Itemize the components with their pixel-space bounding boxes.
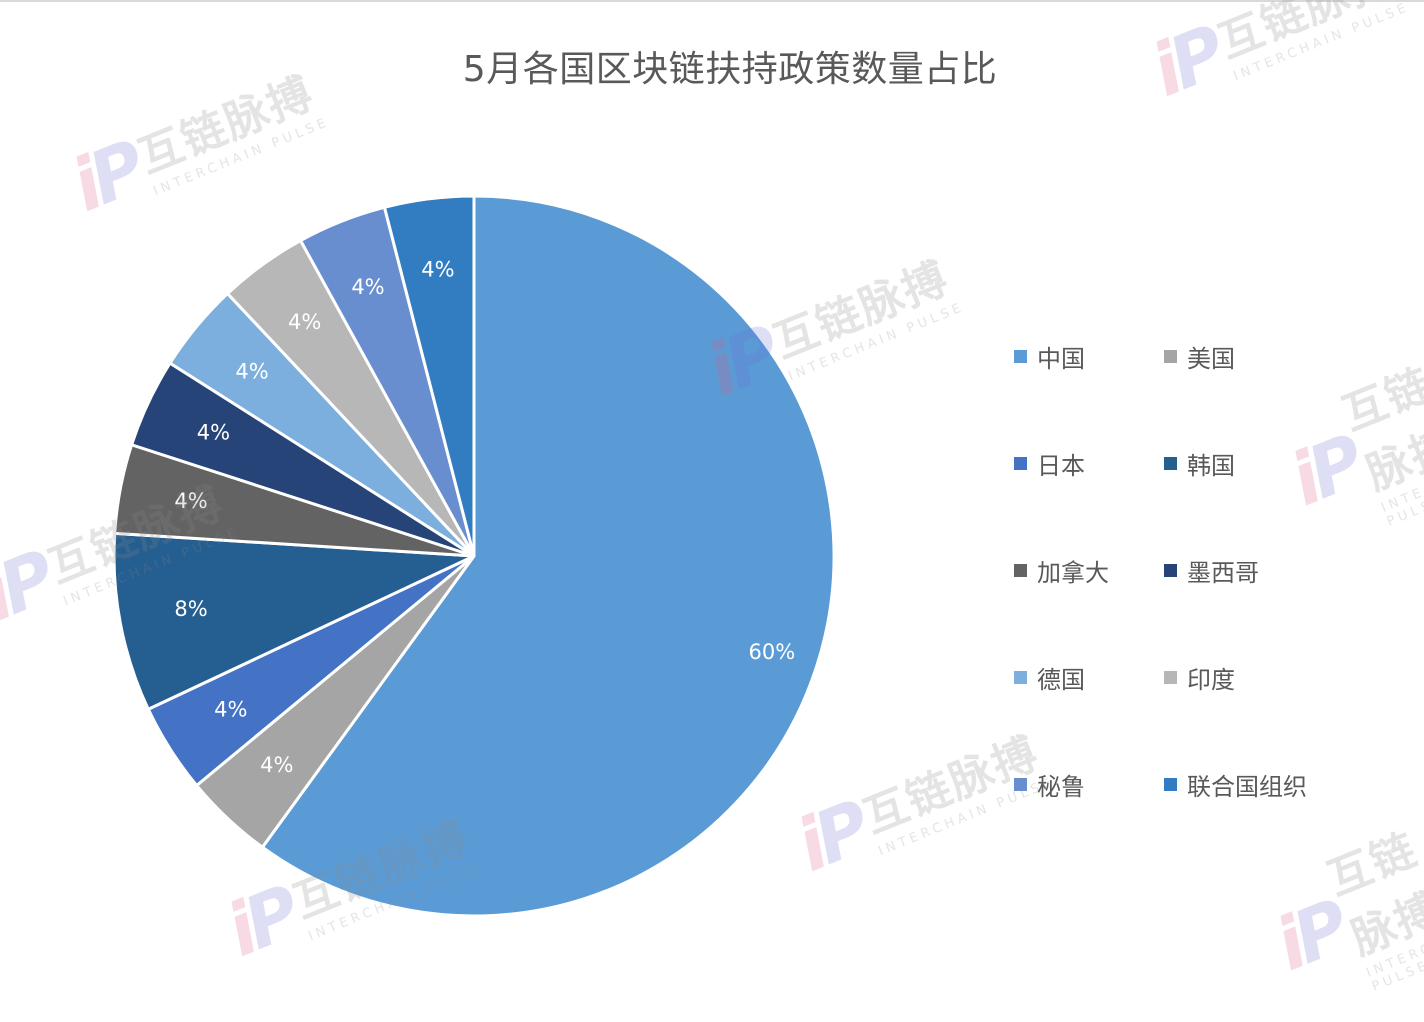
pie-slice-9	[382, 194, 476, 557]
legend-swatch	[1014, 456, 1027, 470]
data-label-6: 4%	[235, 359, 268, 383]
data-label-7: 4%	[288, 310, 321, 334]
legend-swatch	[1164, 349, 1177, 363]
legend-label: 墨西哥	[1187, 558, 1259, 587]
legend-item-4: 加拿大	[1014, 550, 1109, 590]
legend-label: 日本	[1037, 451, 1085, 480]
legend-label: 韩国	[1187, 451, 1235, 480]
legend-swatch	[1164, 777, 1177, 791]
legend-item-6: 德国	[1014, 657, 1085, 697]
legend-swatch	[1014, 670, 1027, 684]
legend-item-2: 日本	[1014, 443, 1085, 483]
legend-swatch	[1014, 349, 1027, 363]
chart-frame-top-border	[0, 0, 1424, 2]
legend-label: 中国	[1037, 344, 1085, 373]
pie-chart: 60% 4% 4% 8% 4% 4% 4% 4% 4% 4%	[112, 194, 836, 918]
legend-label: 美国	[1187, 344, 1235, 373]
legend-item-3: 韩国	[1164, 443, 1235, 483]
pie-slice-0	[260, 194, 836, 918]
legend-item-0: 中国	[1014, 336, 1085, 376]
data-label-1: 4%	[260, 753, 293, 777]
data-label-3: 8%	[174, 597, 207, 621]
chart-title: 5月各国区块链扶持政策数量占比	[462, 49, 998, 90]
data-label-8: 4%	[351, 275, 384, 299]
legend-swatch	[1164, 563, 1177, 577]
legend-item-9: 联合国组织	[1164, 764, 1307, 804]
legend-label: 德国	[1037, 665, 1085, 694]
legend-label: 印度	[1187, 665, 1235, 694]
data-label-2: 4%	[214, 697, 247, 721]
pie-slice-3	[112, 531, 475, 712]
legend-item-5: 墨西哥	[1164, 550, 1259, 590]
legend-item-7: 印度	[1164, 657, 1235, 697]
data-label-0: 60%	[749, 640, 796, 664]
legend-label: 加拿大	[1037, 558, 1109, 587]
legend-swatch	[1164, 670, 1177, 684]
legend-label: 联合国组织	[1187, 772, 1307, 801]
legend-label: 秘鲁	[1037, 772, 1085, 801]
legend-swatch	[1164, 456, 1177, 470]
data-label-9: 4%	[421, 257, 454, 281]
legend-item-1: 美国	[1164, 336, 1235, 376]
legend-item-8: 秘鲁	[1014, 764, 1085, 804]
legend-swatch	[1014, 563, 1027, 577]
legend-swatch	[1014, 777, 1027, 791]
data-label-4: 4%	[174, 489, 207, 513]
data-label-5: 4%	[197, 420, 230, 444]
